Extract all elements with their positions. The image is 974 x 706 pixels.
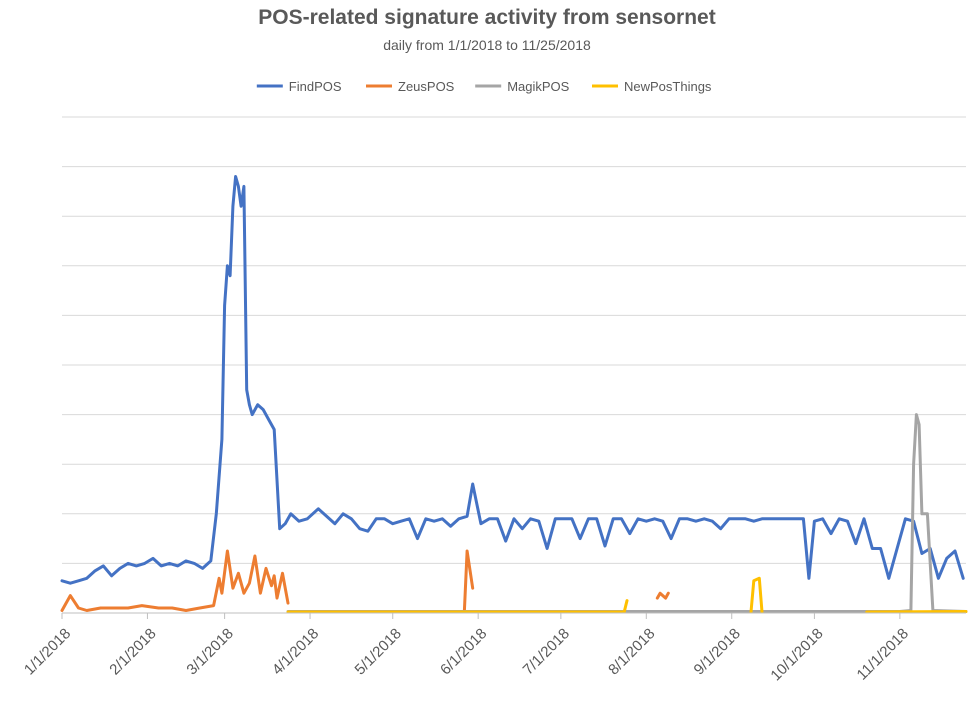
x-tick-label: 3/1/2018: [183, 625, 236, 678]
x-tick-label: 7/1/2018: [520, 625, 573, 678]
x-tick-label: 5/1/2018: [352, 625, 405, 678]
legend: FindPOS ZeusPOS MagikPOS NewPosThings: [256, 79, 712, 94]
gridlines: [62, 116, 966, 564]
x-tick-label: 6/1/2018: [437, 625, 490, 678]
series-line-zeuspos: [60, 549, 670, 612]
series-line-newposthings: [286, 576, 968, 614]
legend-label: MagikPOS: [507, 79, 569, 94]
legend-label: NewPosThings: [624, 79, 712, 94]
x-tick-label: 9/1/2018: [691, 625, 744, 678]
x-tick-label: 10/1/2018: [767, 625, 826, 684]
chart-subtitle: daily from 1/1/2018 to 11/25/2018: [383, 37, 591, 53]
legend-label: FindPOS: [289, 79, 342, 94]
series-group: [60, 175, 968, 614]
x-axis-ticks: 1/1/2018 2/1/2018 3/1/2018 4/1/2018 5/1/2018…: [21, 613, 912, 684]
x-tick-label: 11/1/2018: [854, 625, 912, 683]
x-tick-label: 2/1/2018: [106, 625, 159, 678]
series-line-findpos: [60, 175, 965, 585]
chart-title: POS-related signature activity from sens…: [258, 6, 716, 29]
x-tick-label: 8/1/2018: [605, 625, 658, 678]
x-tick-label: 1/1/2018: [21, 625, 74, 678]
legend-label: ZeusPOS: [398, 79, 455, 94]
x-tick-label: 4/1/2018: [269, 625, 322, 678]
series-line-magikpos: [286, 413, 968, 613]
